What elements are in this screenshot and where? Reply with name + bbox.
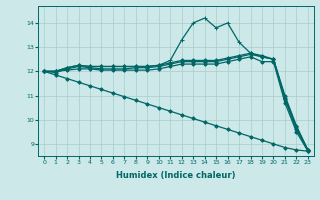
X-axis label: Humidex (Indice chaleur): Humidex (Indice chaleur) [116,171,236,180]
